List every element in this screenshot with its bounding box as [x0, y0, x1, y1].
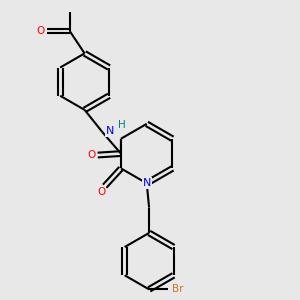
- Text: H: H: [118, 120, 126, 130]
- Text: O: O: [97, 187, 105, 196]
- Text: Br: Br: [172, 284, 184, 294]
- Text: O: O: [37, 26, 45, 36]
- Text: N: N: [105, 126, 114, 136]
- Text: O: O: [87, 150, 95, 160]
- Text: N: N: [142, 178, 151, 188]
